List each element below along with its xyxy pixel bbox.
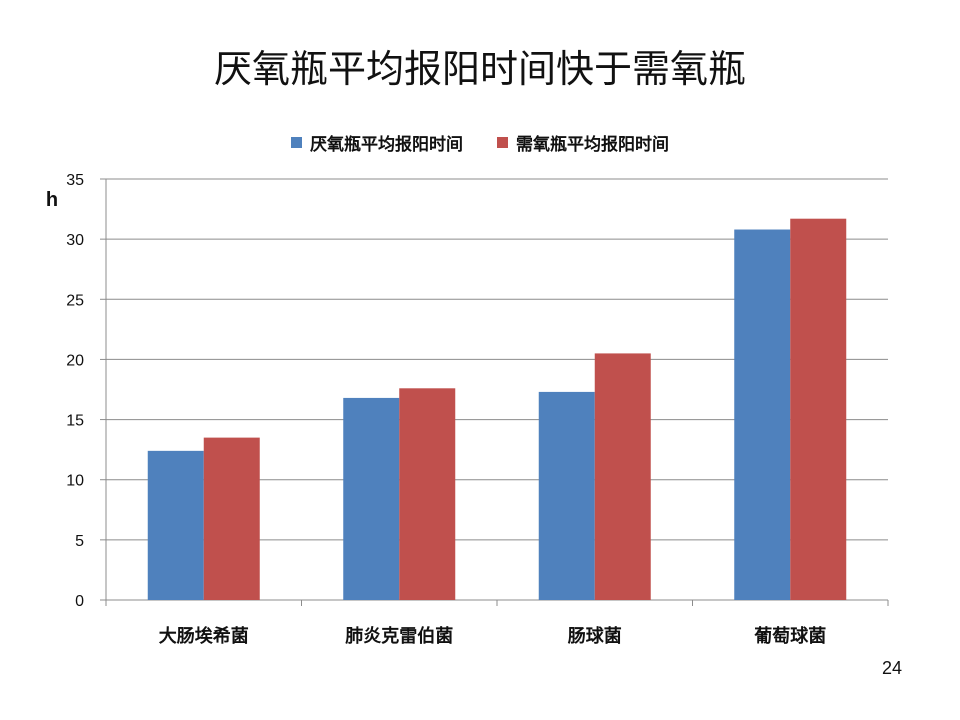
bar-aerobic bbox=[790, 218, 847, 601]
y-tick-label: 35 bbox=[66, 172, 84, 189]
page-number: 24 bbox=[881, 658, 902, 678]
y-tick-label: 5 bbox=[75, 533, 84, 550]
chart-legend: 厌氧瓶平均报阳时间 需氧瓶平均报阳时间 bbox=[0, 130, 960, 155]
bar-anaerobic bbox=[147, 450, 204, 600]
y-tick-label: 30 bbox=[66, 232, 84, 249]
legend-label-anaerobic: 厌氧瓶平均报阳时间 bbox=[310, 135, 463, 155]
y-tick-label: 25 bbox=[66, 292, 84, 309]
legend-swatch-aerobic bbox=[497, 137, 508, 148]
y-tick-label: 20 bbox=[66, 352, 84, 369]
slide-title: 厌氧瓶平均报阳时间快于需氧瓶 bbox=[213, 47, 746, 91]
y-tick-label: 15 bbox=[66, 413, 84, 430]
bar-aerobic bbox=[203, 437, 260, 600]
bar-anaerobic bbox=[343, 397, 400, 600]
x-tick-label: 大肠埃希菌 bbox=[159, 625, 249, 647]
y-axis-label: h bbox=[46, 189, 58, 211]
x-tick-label: 肺炎克雷伯菌 bbox=[345, 625, 453, 647]
legend-label-aerobic: 需氧瓶平均报阳时间 bbox=[516, 135, 669, 155]
y-tick-label: 0 bbox=[75, 593, 84, 610]
bar-anaerobic bbox=[538, 391, 595, 600]
y-tick-label: 10 bbox=[66, 473, 84, 490]
legend-item-aerobic: 需氧瓶平均报阳时间 bbox=[497, 130, 669, 155]
bar-aerobic bbox=[594, 353, 651, 600]
legend-item-anaerobic: 厌氧瓶平均报阳时间 bbox=[291, 130, 463, 155]
bar-aerobic bbox=[399, 388, 456, 600]
x-tick-label: 肠球菌 bbox=[568, 626, 622, 647]
bar-anaerobic bbox=[734, 229, 791, 600]
legend-swatch-anaerobic bbox=[291, 137, 302, 148]
x-tick-label: 葡萄球菌 bbox=[753, 625, 826, 647]
